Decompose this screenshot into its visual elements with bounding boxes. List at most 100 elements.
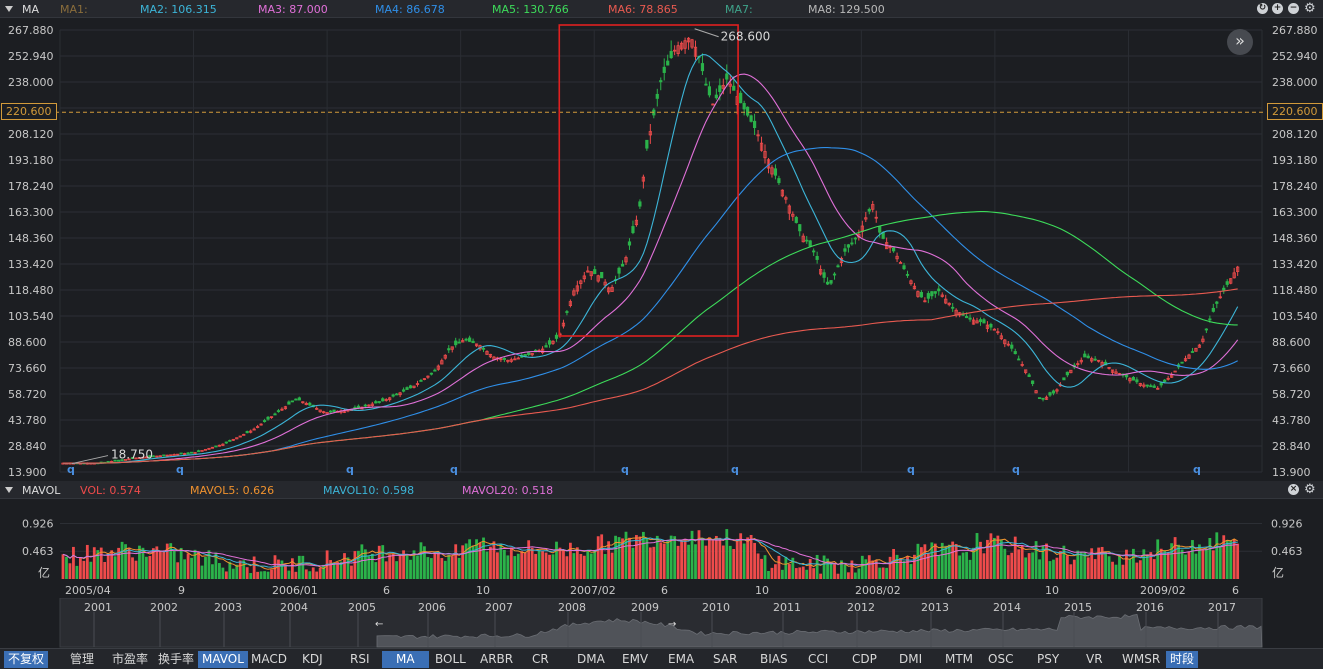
candle — [770, 167, 774, 175]
tab-macd[interactable]: MACD — [251, 652, 287, 666]
candle — [1145, 384, 1149, 387]
tab-osc[interactable]: OSC — [988, 652, 1014, 666]
volume-bar — [464, 543, 468, 579]
tab-ma[interactable]: MA — [382, 651, 429, 668]
gear-icon[interactable]: ⚙ — [1304, 1, 1316, 16]
tab-kdj[interactable]: KDJ — [302, 652, 323, 666]
volume-bar — [151, 548, 155, 579]
volume-bar — [419, 542, 423, 579]
tab-sar[interactable]: SAR — [713, 652, 738, 666]
volume-bar — [96, 550, 100, 579]
candle — [179, 452, 183, 455]
tab-arbr[interactable]: ARBR — [480, 652, 514, 666]
minus-icon[interactable]: − — [1288, 3, 1299, 14]
price-tick-right: 163.300 — [1272, 206, 1318, 219]
candle — [933, 291, 937, 294]
vol-header: MAVOL VOL: 0.574 MAVOL5: 0.626 MAVOL10: … — [0, 481, 1323, 499]
tab-vr[interactable]: VR — [1086, 652, 1103, 666]
navigator-year: 2011 — [773, 601, 801, 614]
tab-mtm[interactable]: MTM — [945, 652, 974, 666]
expand-sidebar-icon[interactable]: » — [1227, 29, 1253, 55]
tab-dma[interactable]: DMA — [577, 652, 605, 666]
volume-bar — [224, 571, 228, 579]
volume-bar — [1048, 561, 1052, 579]
tab-mavol[interactable]: MAVOL — [198, 651, 248, 668]
candle — [912, 285, 917, 290]
ma5-line — [63, 211, 1238, 464]
price-chart[interactable]: 267.880 267.880 252.940 252.940 238.000 238.0… — [0, 18, 1323, 481]
refresh-icon[interactable]: ↻ — [1257, 3, 1268, 14]
candle — [395, 393, 399, 396]
volume-bar — [565, 556, 569, 579]
tab-2[interactable]: 市盈率 — [112, 652, 149, 666]
volume-bar — [683, 538, 687, 579]
candle — [488, 353, 493, 358]
close-icon[interactable]: × — [1288, 484, 1299, 495]
candle — [690, 39, 694, 48]
volume-bar — [197, 551, 200, 579]
tab-cci[interactable]: CCI — [808, 652, 829, 666]
tab-ema[interactable]: EMA — [668, 652, 695, 666]
volume-chart[interactable]: 0.926 0.926 0.463 0.463 亿 亿 2005/04 9 2006/01 6 10… — [0, 499, 1323, 598]
range-navigator[interactable]: 2001 2002 2003 2004 2005 2006 2007 2008 2009 2010… — [0, 598, 1323, 648]
plus-icon[interactable]: + — [1272, 3, 1283, 14]
volume-bar — [297, 555, 301, 579]
candle — [964, 316, 969, 319]
volume-bar — [1131, 548, 1135, 579]
candle — [565, 311, 569, 313]
volume-bar — [176, 562, 180, 579]
tab-bias[interactable]: BIAS — [760, 652, 788, 666]
volume-bar — [1059, 551, 1062, 579]
candle — [433, 369, 437, 372]
volume-bar — [951, 541, 955, 579]
volume-bar — [308, 571, 312, 579]
volume-bar — [1034, 541, 1038, 579]
volume-bar — [801, 566, 805, 579]
collapse-triangle-icon[interactable] — [5, 6, 13, 12]
vol-title[interactable]: MAVOL — [22, 484, 61, 497]
candle — [617, 267, 621, 274]
volume-bar — [217, 563, 221, 579]
tab-时段[interactable]: 时段 — [1166, 651, 1199, 668]
candle — [530, 352, 534, 356]
navigator-year: 2007 — [485, 601, 513, 614]
price-tick-left: 73.660 — [8, 362, 47, 375]
collapse-triangle-icon[interactable] — [5, 487, 13, 493]
tab-dmi[interactable]: DMI — [899, 652, 923, 666]
candle — [902, 265, 906, 270]
volume-bar — [377, 545, 381, 579]
tab-cdp[interactable]: CDP — [852, 652, 877, 666]
candle — [999, 335, 1003, 340]
tab-rsi[interactable]: RSI — [350, 652, 370, 666]
volume-bar — [777, 555, 781, 579]
volume-bar — [596, 536, 600, 579]
tab-wmsr[interactable]: WMSR — [1122, 652, 1161, 666]
tab-emv[interactable]: EMV — [622, 652, 649, 666]
candle — [832, 273, 837, 276]
volume-bar — [1072, 559, 1076, 579]
candle — [301, 401, 305, 404]
candle — [1037, 397, 1042, 400]
tab-0[interactable]: 不复权 — [4, 651, 49, 668]
candle — [1069, 369, 1073, 374]
ma-title[interactable]: MA — [22, 3, 40, 16]
tab-psy[interactable]: PSY — [1037, 652, 1060, 666]
volume-bar — [826, 558, 829, 579]
candle — [297, 397, 301, 401]
candle — [527, 352, 531, 356]
volume-bar — [1156, 539, 1160, 579]
gear-icon[interactable]: ⚙ — [1304, 482, 1316, 497]
tab-cr[interactable]: CR — [532, 652, 549, 666]
volume-bar — [1177, 544, 1180, 579]
volume-bar — [621, 538, 624, 579]
tab-3[interactable]: 换手率 — [158, 652, 195, 666]
volume-bar — [68, 563, 72, 579]
candle — [746, 106, 750, 116]
candle — [454, 340, 458, 346]
volume-bar — [513, 556, 517, 579]
tab-1[interactable]: 管理 — [70, 652, 95, 666]
volume-bar — [1198, 544, 1201, 579]
candle — [551, 340, 555, 344]
tab-boll[interactable]: BOLL — [435, 652, 466, 666]
volume-bar — [509, 547, 513, 579]
